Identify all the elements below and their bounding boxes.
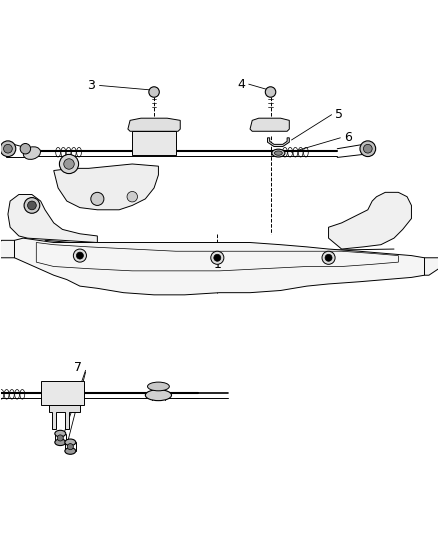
Ellipse shape [65, 448, 76, 454]
Polygon shape [0, 240, 14, 258]
Circle shape [127, 191, 137, 202]
Circle shape [67, 443, 73, 450]
Polygon shape [53, 164, 158, 210]
Circle shape [148, 87, 159, 97]
Polygon shape [267, 138, 289, 147]
Circle shape [265, 87, 275, 97]
Circle shape [324, 254, 331, 261]
Circle shape [213, 254, 220, 261]
Ellipse shape [55, 439, 66, 446]
Text: 7: 7 [74, 361, 82, 374]
Circle shape [73, 249, 86, 262]
Circle shape [57, 435, 63, 441]
Ellipse shape [271, 149, 284, 157]
Circle shape [210, 251, 223, 264]
Polygon shape [127, 118, 180, 131]
Circle shape [64, 159, 74, 169]
Text: 1: 1 [213, 258, 221, 271]
Circle shape [59, 155, 78, 174]
Ellipse shape [65, 439, 76, 446]
Polygon shape [14, 238, 424, 295]
FancyBboxPatch shape [132, 131, 176, 155]
Circle shape [24, 198, 40, 213]
Text: 6: 6 [343, 131, 351, 144]
Polygon shape [250, 118, 289, 131]
Ellipse shape [23, 147, 40, 159]
Circle shape [4, 144, 12, 153]
Ellipse shape [145, 390, 171, 401]
Text: 4: 4 [237, 78, 244, 91]
Text: 5: 5 [334, 108, 343, 121]
Text: 3: 3 [87, 79, 95, 92]
Circle shape [0, 141, 16, 157]
Polygon shape [49, 405, 80, 429]
Ellipse shape [147, 382, 169, 391]
Circle shape [91, 192, 104, 205]
Ellipse shape [274, 151, 282, 155]
Circle shape [76, 252, 83, 259]
Circle shape [363, 144, 371, 153]
Polygon shape [8, 195, 97, 243]
Circle shape [359, 141, 375, 157]
Ellipse shape [55, 430, 66, 437]
Circle shape [28, 201, 36, 210]
Circle shape [20, 143, 31, 154]
Polygon shape [328, 192, 410, 249]
FancyBboxPatch shape [41, 381, 84, 405]
Polygon shape [424, 258, 438, 275]
Circle shape [321, 251, 334, 264]
